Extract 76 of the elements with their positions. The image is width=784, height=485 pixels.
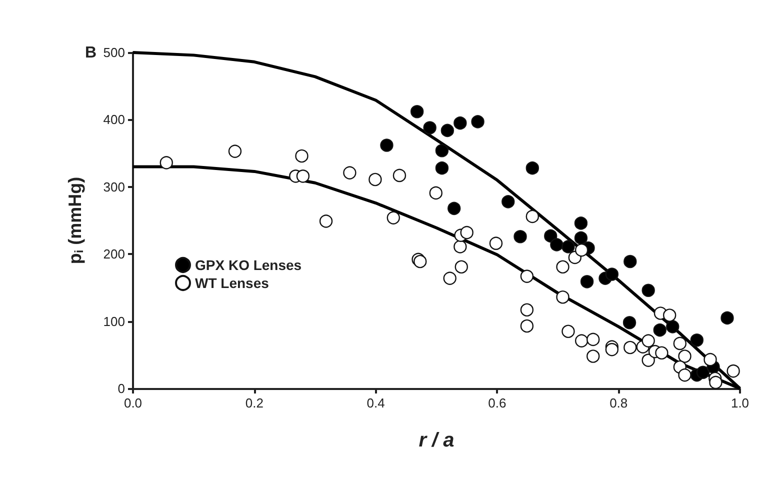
- point: [663, 308, 676, 322]
- point: [556, 290, 570, 304]
- x-tick-label: 0.6: [488, 396, 506, 410]
- x-tick-label: 1.0: [730, 396, 750, 410]
- y-tick-label: 100: [103, 314, 125, 329]
- point: [622, 316, 636, 330]
- point: [448, 202, 461, 215]
- point: [454, 116, 467, 130]
- point: [642, 334, 655, 348]
- y-tick-label: 300: [103, 179, 125, 194]
- point: [526, 210, 540, 224]
- point: [574, 216, 588, 230]
- point: [642, 284, 655, 297]
- point: [343, 166, 356, 180]
- x-tick-label: 0.0: [124, 396, 142, 410]
- point: [624, 254, 637, 268]
- point: [460, 226, 474, 240]
- point: [605, 268, 619, 281]
- point: [319, 214, 333, 228]
- point: [296, 170, 310, 183]
- point: [520, 270, 534, 283]
- point: [295, 149, 308, 163]
- point: [520, 303, 534, 316]
- point: [471, 115, 484, 128]
- x-tick-label: 0.2: [245, 396, 264, 410]
- y-tick-label: 0: [118, 381, 125, 396]
- point: [580, 275, 594, 288]
- chart-title: B: [85, 44, 97, 62]
- x-tick-label: 0.8: [610, 396, 628, 410]
- point: [228, 144, 242, 158]
- y-tick-label: 400: [103, 112, 125, 128]
- point: [502, 195, 515, 208]
- point: [726, 364, 740, 378]
- point: [454, 260, 468, 274]
- point: [696, 366, 710, 379]
- y-tick-label: 500: [103, 45, 125, 60]
- point: [574, 243, 588, 257]
- point: [410, 105, 424, 118]
- point: [520, 319, 534, 333]
- point: [605, 342, 619, 356]
- point: [624, 340, 637, 354]
- point: [586, 350, 600, 363]
- point: [429, 186, 442, 200]
- point: [562, 240, 575, 254]
- point: [673, 336, 687, 350]
- point: [514, 230, 527, 244]
- point: [666, 320, 680, 334]
- point: [720, 311, 734, 325]
- point: [550, 238, 564, 252]
- point: [489, 236, 503, 250]
- point: [653, 323, 666, 337]
- y-axis-title: pi (mmHg): [65, 176, 86, 264]
- point: [704, 353, 717, 366]
- point: [435, 144, 449, 158]
- point: [544, 229, 558, 243]
- point: [709, 376, 722, 390]
- x-axis-title: r / a: [418, 430, 454, 452]
- point: [440, 124, 454, 138]
- y-tick-label: 200: [103, 246, 125, 262]
- point: [423, 121, 436, 134]
- point: [443, 272, 456, 285]
- point: [435, 161, 449, 175]
- point: [574, 231, 588, 245]
- point: [562, 324, 575, 338]
- point: [160, 156, 173, 170]
- legend-label: WT Lenses: [195, 275, 270, 291]
- point: [690, 334, 704, 347]
- legend-label: GPX KO Lenses: [195, 257, 302, 273]
- point: [556, 260, 570, 274]
- point: [380, 138, 394, 152]
- x-tick-label: 0.4: [366, 396, 385, 410]
- point: [526, 161, 540, 175]
- point: [368, 172, 382, 186]
- point: [678, 368, 692, 382]
- point: [655, 346, 668, 360]
- point: [392, 168, 406, 182]
